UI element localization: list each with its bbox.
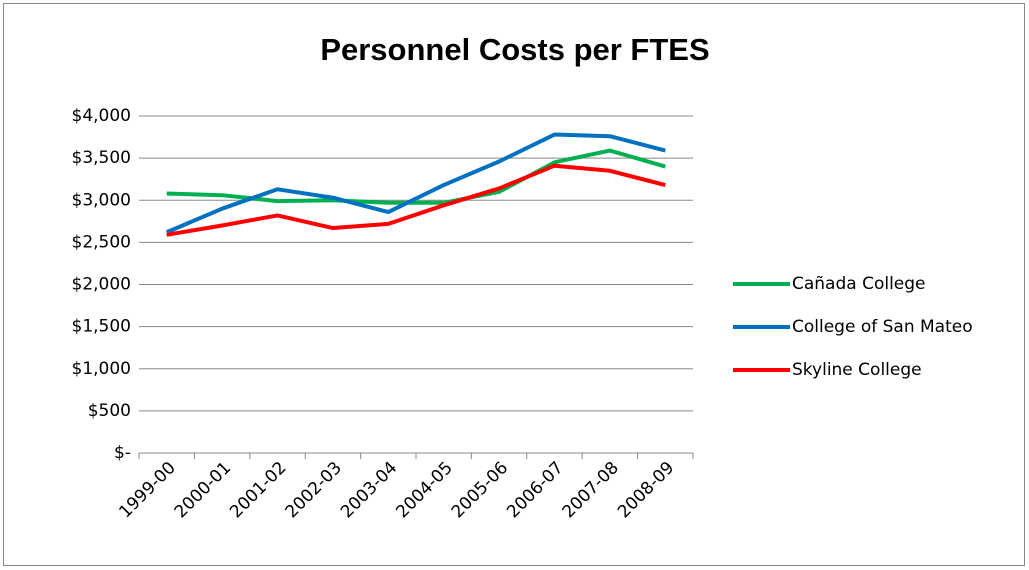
y-tick-label: $500 [88,401,131,421]
y-tick-label: $3,000 [72,190,131,210]
series-line [166,163,666,237]
chart-title: Personnel Costs per FTES [320,32,709,67]
y-tick-label: $1,500 [72,317,131,337]
y-tick-label: $3,500 [72,148,131,168]
legend-label: Cañada College [792,274,926,294]
y-tick-label: $1,000 [72,359,131,379]
legend-label: College of San Mateo [792,317,973,337]
series-line [165,132,666,235]
y-tick-label: $- [114,443,131,463]
y-tick-label: $2,000 [72,275,131,295]
y-tick-label: $2,500 [72,232,131,252]
legend-label: Skyline College [792,360,922,380]
y-tick-label: $4,000 [72,106,131,126]
